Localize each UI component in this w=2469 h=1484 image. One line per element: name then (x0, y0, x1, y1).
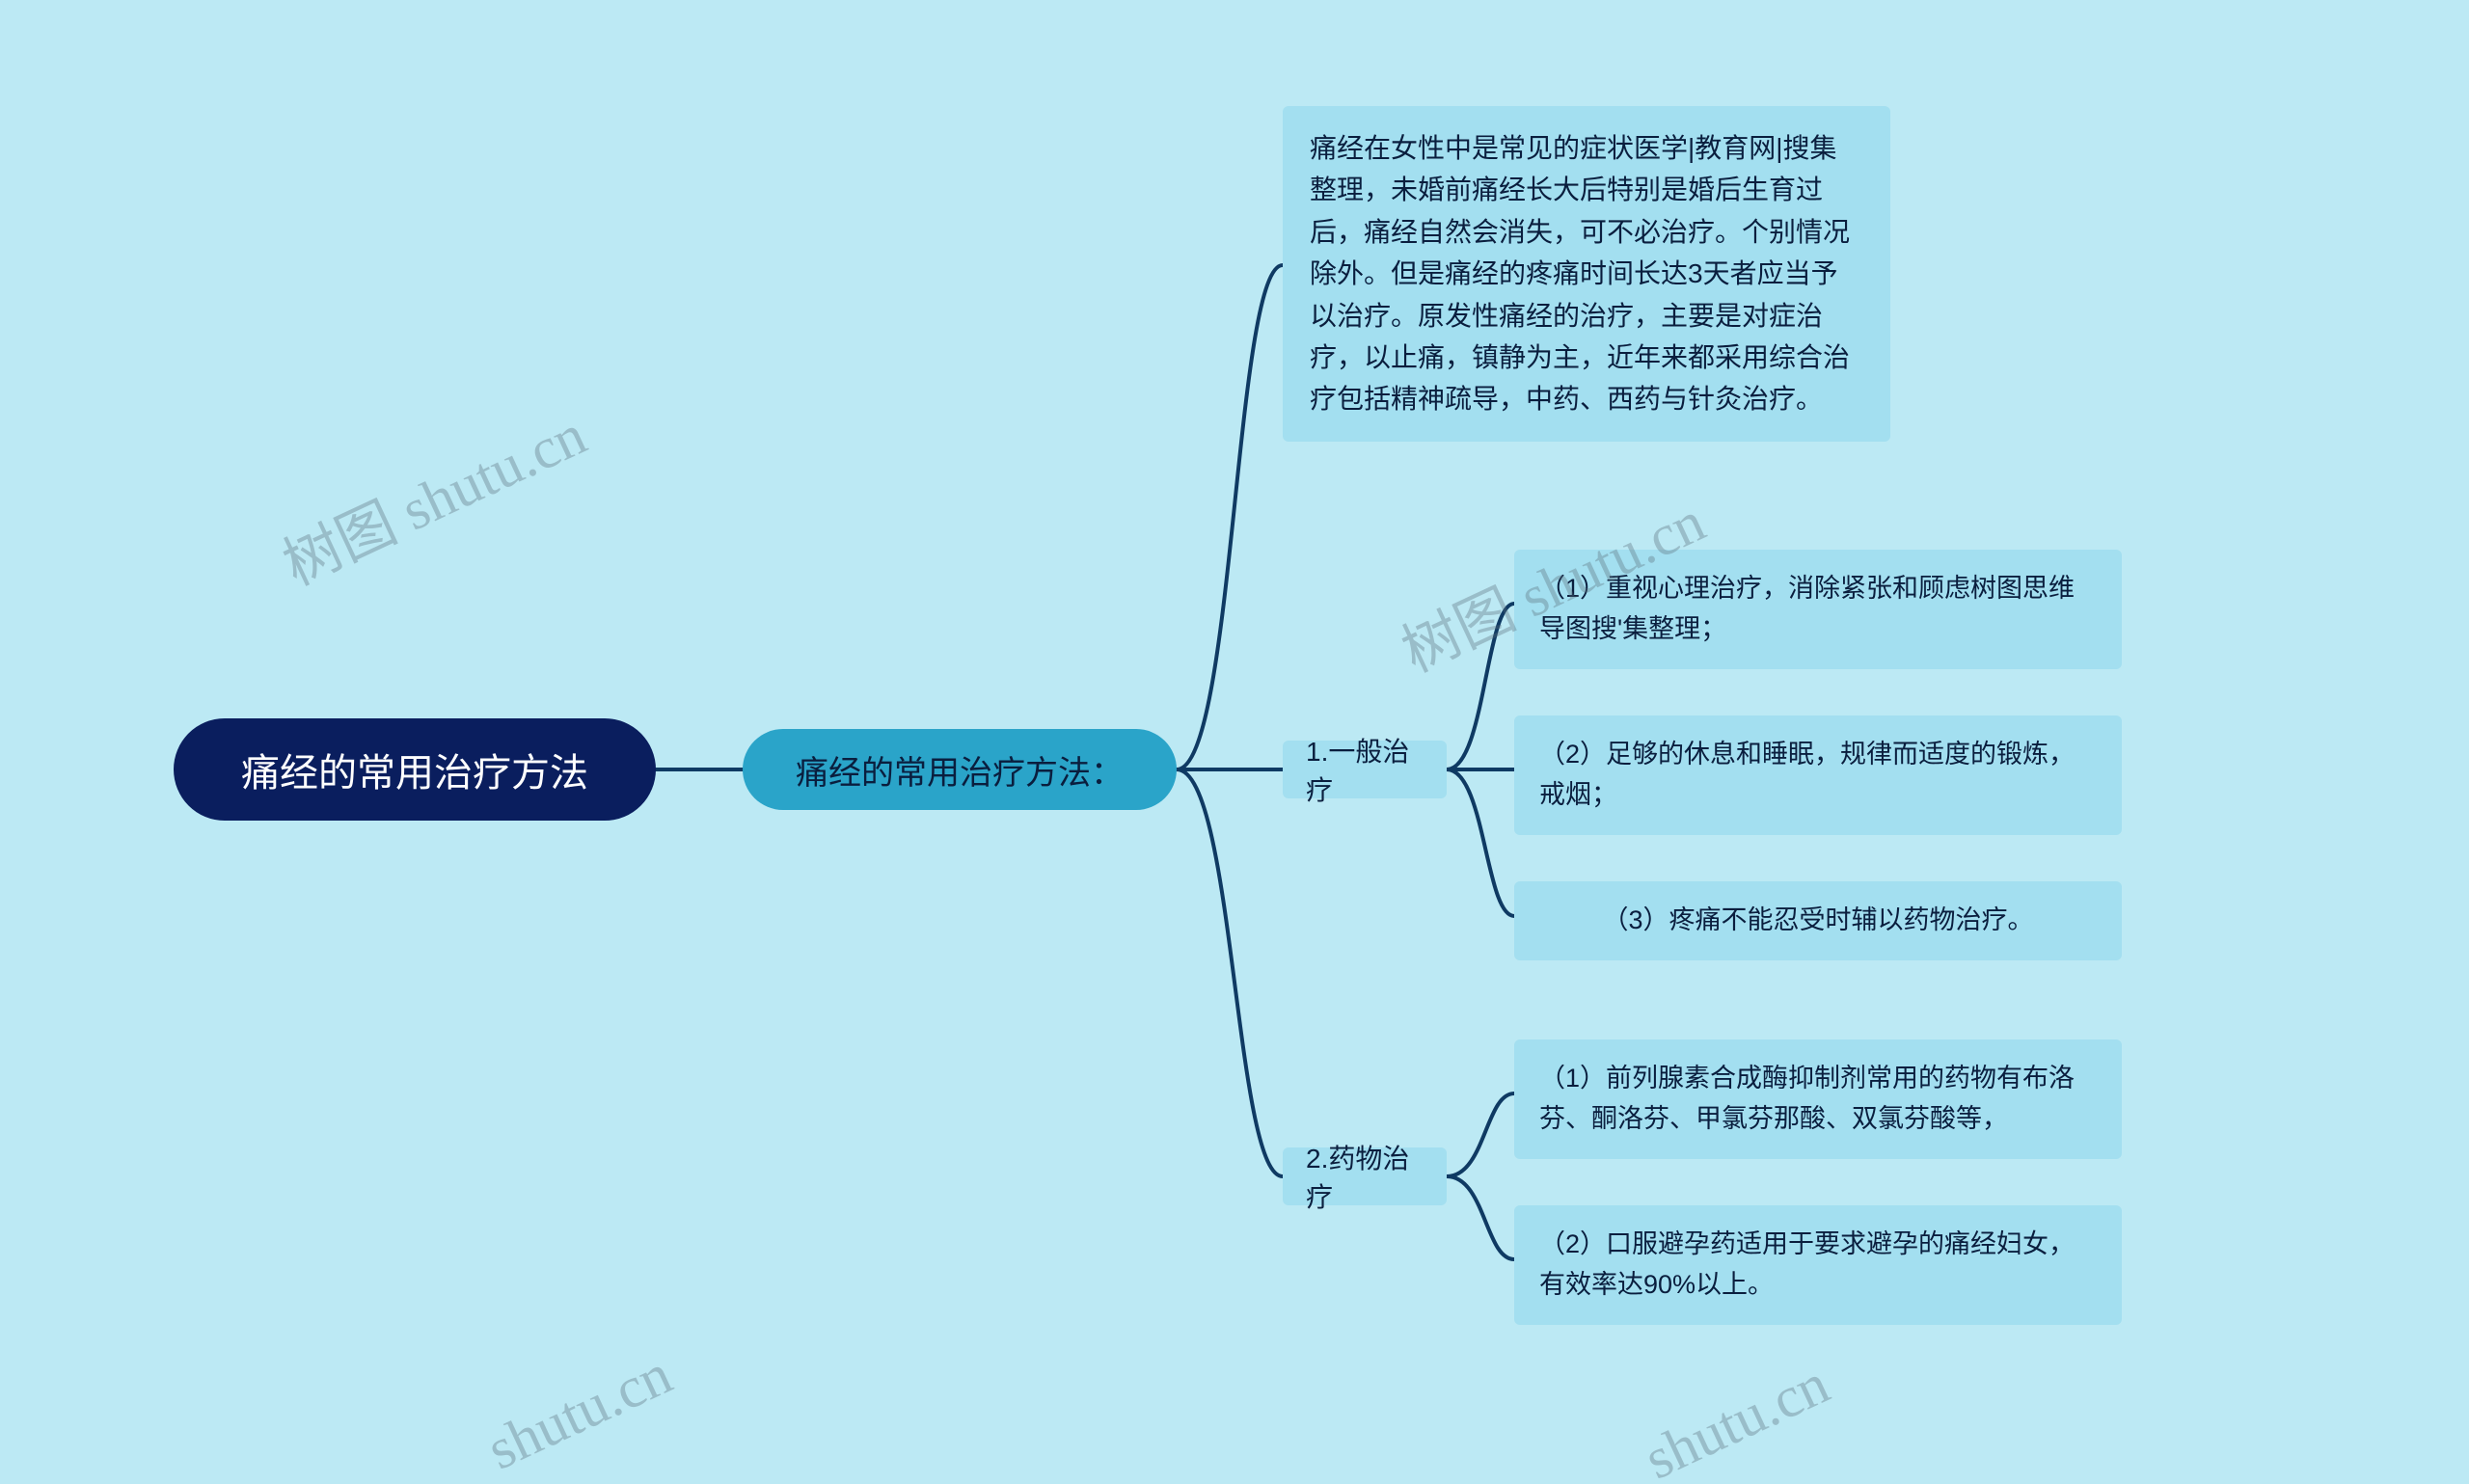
mindmap-leaf-g2-1: （2）口服避孕药适用于要求避孕的痛经妇女，有效率达90%以上。 (1514, 1205, 2122, 1325)
mindmap-leaf-g2-0: （1）前列腺素合成酶抑制剂常用的药物有布洛芬、酮洛芬、甲氯芬那酸、双氯芬酸等， (1514, 1039, 2122, 1159)
branch-label: 痛经的常用治疗方法： (796, 746, 1124, 794)
group2-label: 2.药物治疗 (1306, 1138, 1424, 1215)
watermark-text: shutu.cn (1635, 1351, 1839, 1484)
watermark-text: shutu.cn (477, 1341, 682, 1484)
mindmap-leaf-g1-2: （3）疼痛不能忍受时辅以药物治疗。 (1514, 881, 2122, 960)
leaf-text: （3）疼痛不能忍受时辅以药物治疗。 (1602, 901, 2033, 941)
mindmap-leaf-g1-0: （1）重视心理治疗，消除紧张和顾虑树图思维导图搜'集整理； (1514, 550, 2122, 669)
root-label: 痛经的常用治疗方法 (241, 742, 588, 797)
group1-label: 1.一般治疗 (1306, 731, 1424, 808)
mindmap-leaf-g1-1: （2）足够的休息和睡眠，规律而适度的锻炼，戒烟； (1514, 715, 2122, 835)
mindmap-group2-node: 2.药物治疗 (1283, 1147, 1447, 1205)
leaf-text: （1）重视心理治疗，消除紧张和顾虑树图思维导图搜'集整理； (1539, 569, 2097, 650)
watermark-text: 树图 shutu.cn (267, 389, 597, 602)
mindmap-branch-node: 痛经的常用治疗方法： (743, 729, 1177, 810)
mindmap-root-node: 痛经的常用治疗方法 (174, 718, 656, 821)
mindmap-group1-node: 1.一般治疗 (1283, 741, 1447, 798)
leaf-text: （2）足够的休息和睡眠，规律而适度的锻炼，戒烟； (1539, 735, 2097, 816)
leaf-text: （1）前列腺素合成酶抑制剂常用的药物有布洛芬、酮洛芬、甲氯芬那酸、双氯芬酸等， (1539, 1059, 2097, 1140)
leaf-text: （2）口服避孕药适用于要求避孕的痛经妇女，有效率达90%以上。 (1539, 1225, 2097, 1306)
mindmap-leaf-intro: 痛经在女性中是常见的症状医学|教育网|搜集整理，未婚前痛经长大后特别是婚后生育过… (1283, 106, 1890, 442)
intro-text: 痛经在女性中是常见的症状医学|教育网|搜集整理，未婚前痛经长大后特别是婚后生育过… (1310, 127, 1863, 420)
